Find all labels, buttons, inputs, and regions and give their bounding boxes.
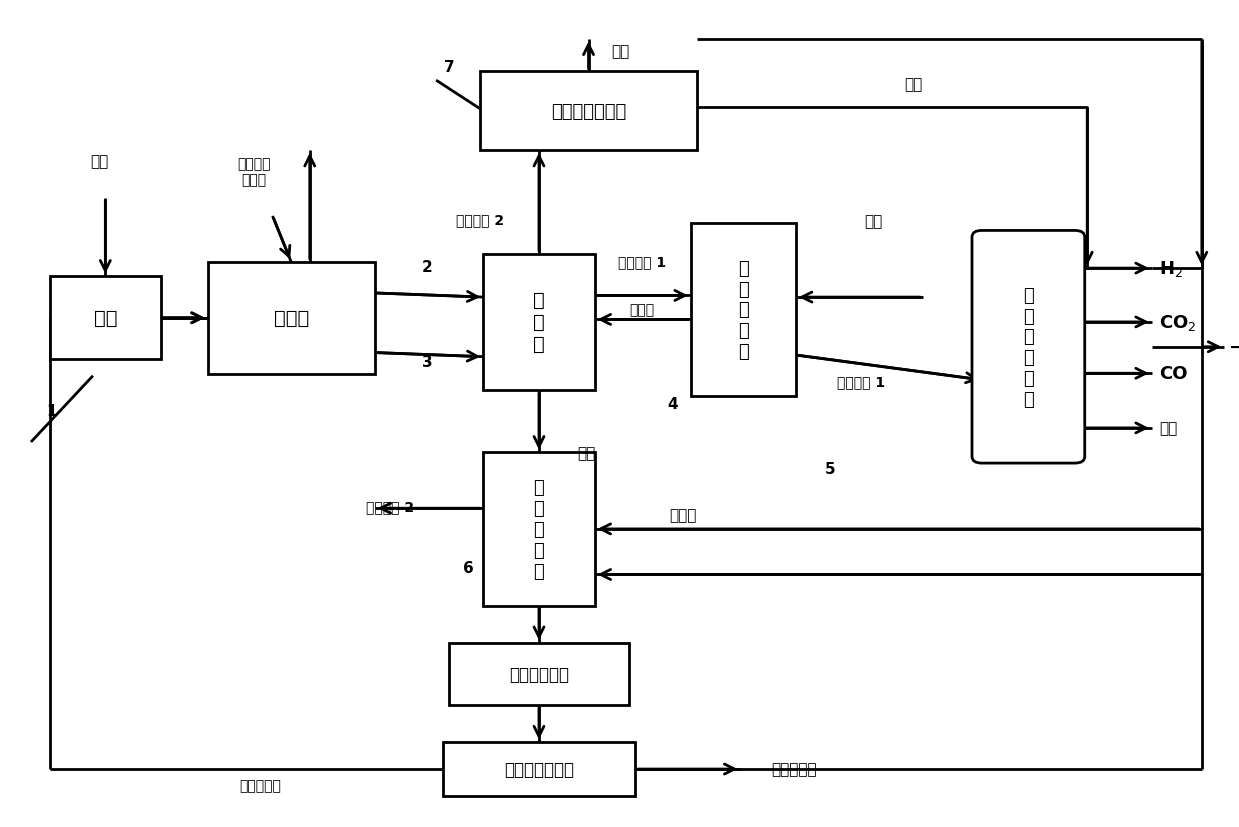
Text: 甲
烷
裂
解
炉: 甲 烷 裂 解 炉 xyxy=(534,479,544,580)
Text: 低温气体 2: 低温气体 2 xyxy=(456,213,504,227)
Text: 甲烷: 甲烷 xyxy=(611,44,629,59)
Text: 氢气: 氢气 xyxy=(904,77,923,92)
Text: 催化剂成分: 催化剂成分 xyxy=(239,779,281,792)
Text: 蒸
汽
发
生
器: 蒸 汽 发 生 器 xyxy=(738,260,748,361)
Text: 2: 2 xyxy=(422,260,432,275)
Text: 水源: 水源 xyxy=(865,214,882,229)
Text: 3: 3 xyxy=(422,355,432,370)
Text: 物料仓: 物料仓 xyxy=(274,309,309,327)
Bar xyxy=(449,643,628,705)
Text: 原料气: 原料气 xyxy=(669,508,696,523)
Text: →CH$_4$: →CH$_4$ xyxy=(1229,337,1239,357)
Text: 碳纤维产品: 碳纤维产品 xyxy=(771,762,817,777)
Text: 余焦: 余焦 xyxy=(577,446,595,461)
Text: 第
一
气
体
分
离: 第 一 气 体 分 离 xyxy=(1023,286,1033,409)
Text: 高温气体 1: 高温气体 1 xyxy=(618,256,665,269)
Bar xyxy=(690,223,795,397)
Text: 5: 5 xyxy=(825,461,835,476)
Text: 低温气体 1: 低温气体 1 xyxy=(838,375,885,389)
Text: 高温气体 2: 高温气体 2 xyxy=(367,500,414,513)
Bar xyxy=(444,743,634,796)
Text: 1: 1 xyxy=(47,404,57,418)
Text: 碳纤维粗产品: 碳纤维粗产品 xyxy=(509,665,569,683)
Text: 其它: 其它 xyxy=(1158,421,1177,436)
Text: 6: 6 xyxy=(463,560,473,575)
Text: 提取催化剂成分: 提取催化剂成分 xyxy=(504,760,574,778)
Text: 7: 7 xyxy=(445,60,455,75)
Text: CO: CO xyxy=(1158,365,1188,383)
Text: 备料: 备料 xyxy=(94,309,116,327)
Text: 加入催化
剂成分: 加入催化 剂成分 xyxy=(237,157,271,187)
Text: 气
化
炉: 气 化 炉 xyxy=(533,291,545,354)
Bar xyxy=(207,263,374,374)
Bar xyxy=(479,73,696,151)
Text: CO$_2$: CO$_2$ xyxy=(1158,313,1197,332)
Text: H$_2$: H$_2$ xyxy=(1158,259,1183,279)
Text: 第二气体分离器: 第二气体分离器 xyxy=(551,103,626,121)
Bar xyxy=(483,255,595,391)
Text: 水蒸汽: 水蒸汽 xyxy=(629,304,654,317)
FancyBboxPatch shape xyxy=(971,231,1085,463)
Text: 原料: 原料 xyxy=(90,154,108,169)
Text: 4: 4 xyxy=(668,396,678,411)
Bar xyxy=(50,277,161,360)
Bar xyxy=(483,453,595,605)
